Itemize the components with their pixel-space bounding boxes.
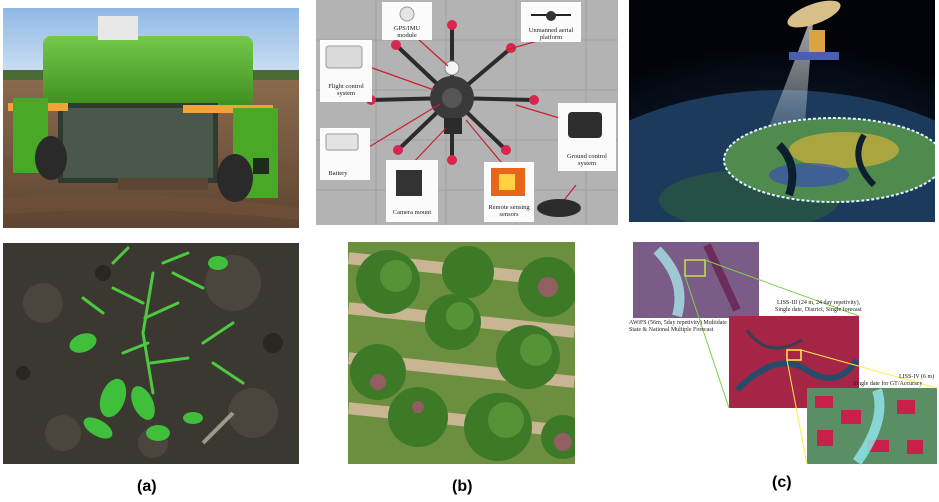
uav-platform-label-line2: platform xyxy=(540,34,562,41)
caption-a: (a) xyxy=(137,478,157,495)
gps-imu-label-line2: module xyxy=(397,32,417,39)
satellite-earth-image xyxy=(629,0,935,222)
ground-control-label-line1: Ground control xyxy=(567,153,607,160)
satellite-multiresolution-figure: AWiFS (56m, 5day repetivity) Multidate S… xyxy=(627,240,939,466)
uav-platform-label-line1: Unmanned aerial xyxy=(529,27,574,34)
caption-b: (b) xyxy=(452,478,473,495)
remote-sensing-label-line1: Remote sensing xyxy=(488,204,530,211)
remote-sensing-label-line2: sensors xyxy=(499,211,519,218)
gps-imu-label-line1: GPS/IMU xyxy=(394,25,421,32)
orchard-aerial-photo xyxy=(348,242,575,464)
liss4-label-line2: Single date for GT/Accuracy xyxy=(853,380,922,387)
field-robot-photo xyxy=(3,8,299,228)
battery-label: Battery xyxy=(328,170,348,177)
liss3-label-line1: LISS-III (24 m, 24 day repetivity), xyxy=(777,299,861,306)
caption-c: (c) xyxy=(772,474,792,491)
ground-control-label-line2: system xyxy=(578,160,596,167)
camera-mount-label: Camera mount xyxy=(393,209,432,216)
weed-closeup-photo xyxy=(3,243,299,464)
liss4-label-line1: LISS-IV (6 m) xyxy=(899,373,934,380)
liss3-label-line2: Single date, District, Single forecast xyxy=(775,306,862,313)
uav-system-diagram: GPS/IMU module Unmanned aerial platform … xyxy=(316,0,618,225)
awifs-label-line2: State & National Multiple Forecast xyxy=(629,327,714,333)
awifs-label-line1: AWiFS (56m, 5day repetivity) Multidate xyxy=(629,319,727,326)
flight-control-label-line1: Flight control xyxy=(328,83,364,90)
flight-control-label-line2: system xyxy=(337,90,355,97)
